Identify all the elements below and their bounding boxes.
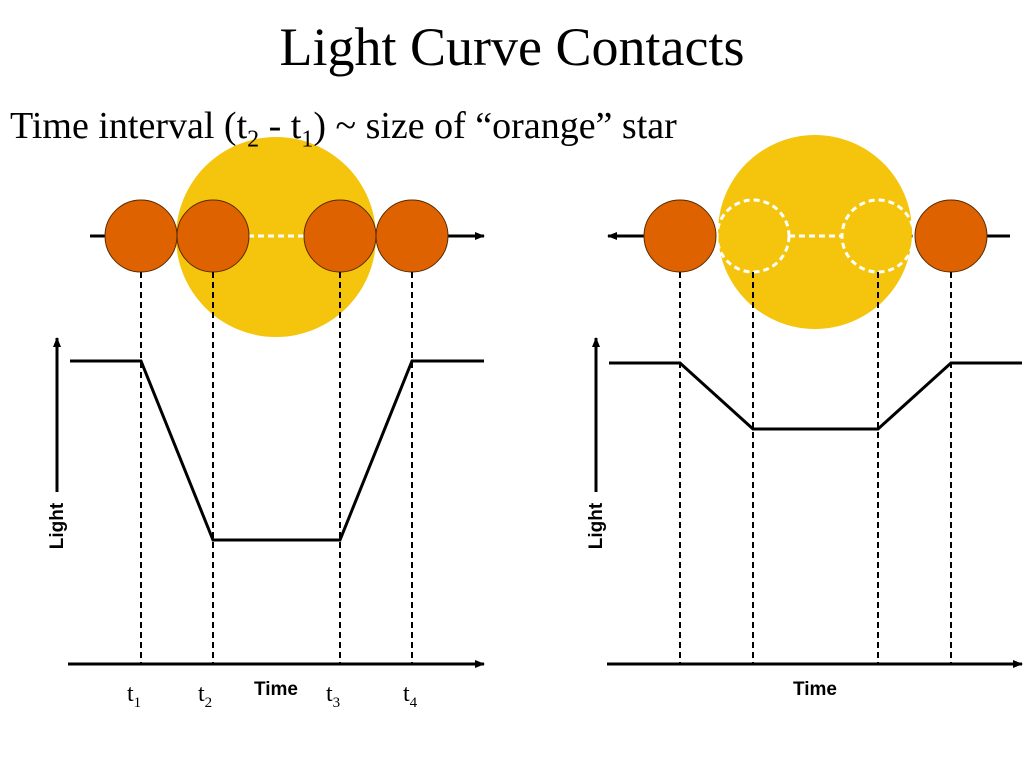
- slide-title: Light Curve Contacts: [279, 17, 745, 77]
- right-big-star: [718, 135, 912, 329]
- right-panel: Light Time: [586, 135, 1023, 700]
- left-small-star-t4: [375, 199, 449, 273]
- subtitle-subscript-2: 1: [301, 126, 314, 153]
- subtitle-text-1: Time interval (t: [10, 105, 248, 147]
- contact-label-t1: t1: [127, 681, 141, 711]
- left-y-axis-label: Light: [47, 502, 68, 549]
- left-small-star-t1: [104, 199, 178, 273]
- contact-label-t4: t4: [403, 681, 418, 711]
- subtitle-text-2: - t: [259, 105, 302, 147]
- left-big-star: [176, 137, 376, 337]
- right-small-star-t4: [914, 199, 988, 273]
- contact-label-t2: t2: [198, 681, 212, 711]
- right-x-axis-label: Time: [793, 679, 837, 700]
- left-x-axis-label: Time: [254, 679, 298, 700]
- subtitle-text-3: ) ~ size of “orange” star: [313, 105, 677, 147]
- left-small-star-t2: [176, 199, 250, 273]
- left-panel: Light Time t1 t2 t3 t4: [47, 137, 485, 711]
- subtitle-subscript-1: 2: [247, 126, 260, 153]
- left-light-curve: [70, 359, 484, 542]
- right-y-axis-label: Light: [586, 502, 607, 549]
- right-light-curve: [609, 361, 1022, 431]
- right-small-star-t1: [643, 199, 717, 273]
- subtitle: Time interval (t2 - t1) ~ size of “orang…: [10, 104, 677, 154]
- contact-label-t3: t3: [326, 681, 340, 711]
- left-small-star-t3: [303, 199, 377, 273]
